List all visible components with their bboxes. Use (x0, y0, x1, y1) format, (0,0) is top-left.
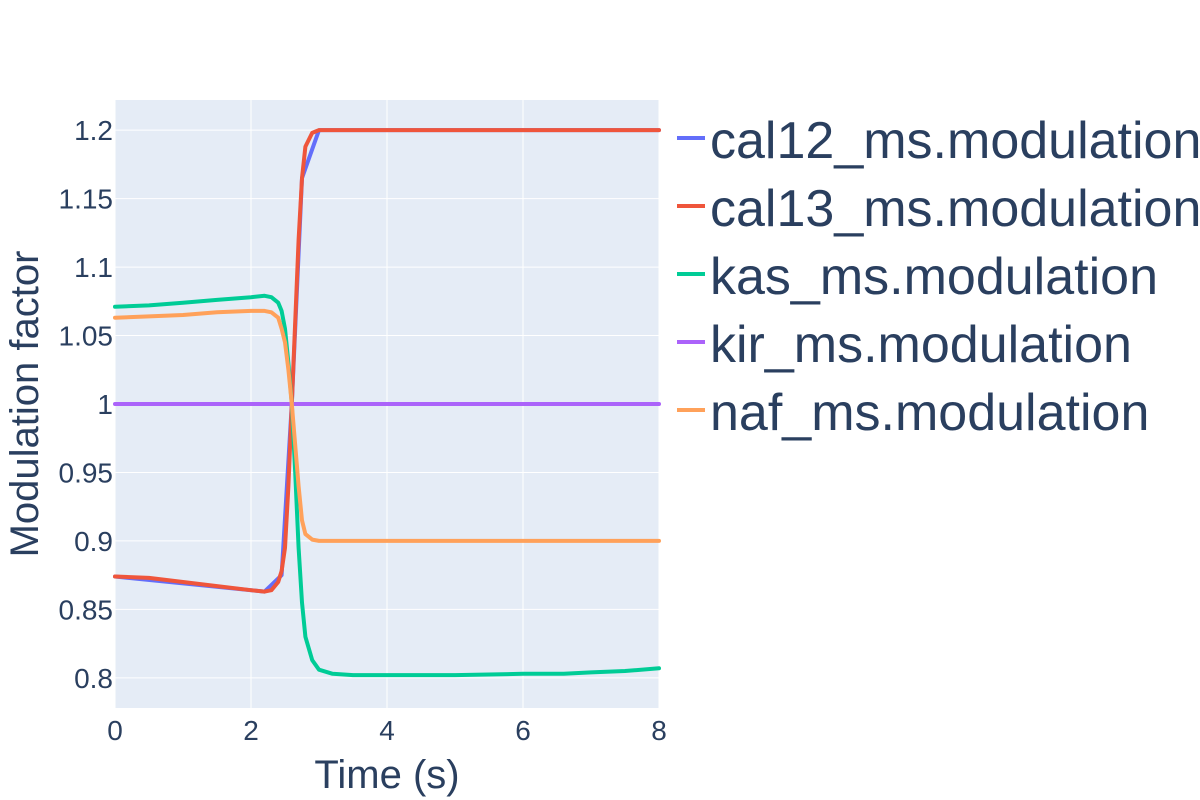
y-tick-label: 1.2 (74, 115, 113, 146)
x-tick-label: 4 (379, 715, 395, 746)
x-tick-label: 8 (651, 715, 667, 746)
legend-label: naf_ms.modulation (710, 384, 1149, 442)
legend-item[interactable]: naf_ms.modulation (677, 384, 1149, 442)
y-axis-ticks: 0.8 0.85 0.9 0.95 1 1.05 1.1 1.15 1.2 (59, 115, 114, 694)
series-line-cal13-ms (113, 128, 661, 594)
y-tick-label: 0.8 (74, 663, 113, 694)
series-layer (113, 128, 661, 678)
x-axis-title: Time (s) (314, 753, 459, 797)
y-tick-label: 1.15 (59, 184, 114, 215)
x-axis-ticks: 0 2 4 6 8 (107, 715, 667, 746)
y-tick-label: 1.05 (59, 321, 114, 352)
x-tick-label: 0 (107, 715, 123, 746)
y-tick-label: 1.1 (74, 252, 113, 283)
legend-item[interactable]: cal13_ms.modulation (677, 180, 1200, 238)
legend-label: kas_ms.modulation (710, 248, 1158, 306)
legend-item[interactable]: kas_ms.modulation (677, 248, 1158, 306)
legend-label: kir_ms.modulation (710, 316, 1132, 374)
legend-label: cal13_ms.modulation (710, 180, 1200, 238)
x-tick-label: 6 (515, 715, 531, 746)
series-line-naf-ms (113, 308, 661, 543)
y-tick-label: 0.85 (59, 594, 114, 625)
x-tick-label: 2 (243, 715, 259, 746)
legend: cal12_ms.modulation cal13_ms.modulationka… (677, 112, 1200, 442)
y-tick-label: 0.9 (74, 526, 113, 557)
series-line-kas-ms (113, 293, 661, 678)
legend-item[interactable]: kir_ms.modulation (677, 316, 1132, 374)
legend-item[interactable]: cal12_ms.modulation (677, 112, 1200, 170)
y-tick-label: 0.95 (59, 457, 114, 488)
y-axis-title: Modulation factor (3, 251, 47, 558)
legend-label: cal12_ms.modulation (710, 112, 1200, 170)
y-tick-label: 1 (97, 389, 113, 420)
